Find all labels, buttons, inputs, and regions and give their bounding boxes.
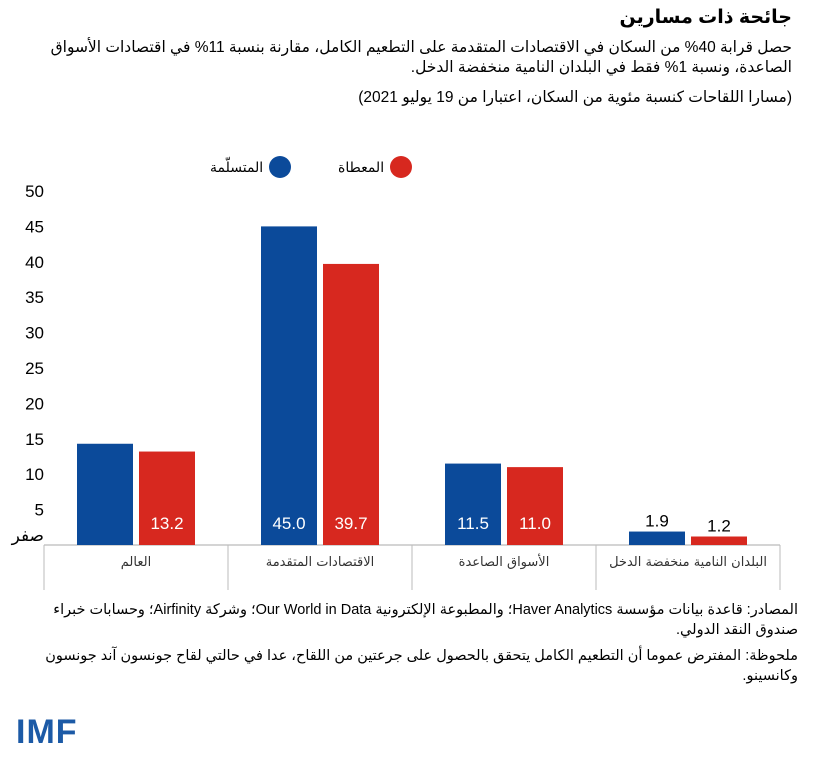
bar-value-label: 11.5 — [457, 514, 489, 533]
y-tick-label: 10 — [25, 465, 44, 484]
x-category-label: العالم — [121, 555, 151, 570]
bar-administered — [507, 467, 563, 545]
bar-value-label: 45.0 — [272, 514, 305, 533]
y-tick-label: 40 — [25, 253, 44, 272]
x-category-label: البلدان النامية منخفضة الدخل — [609, 555, 767, 570]
sources-note: المصادر: قاعدة بيانات مؤسسة Haver Analyt… — [53, 602, 798, 638]
y-tick-label: 15 — [25, 430, 44, 449]
bar-value-label: 39.7 — [334, 514, 367, 533]
legend-label-received: المتسلّمة — [210, 158, 264, 175]
bar-administered — [139, 451, 195, 545]
bar-value-label: 11.0 — [519, 514, 551, 533]
bar-received — [445, 463, 501, 545]
y-tick-label: 25 — [25, 359, 44, 378]
legend-item-administered: المعطاة — [338, 156, 413, 178]
legend-item-received: المتسلّمة — [210, 156, 292, 178]
y-tick-label: 50 — [25, 182, 44, 201]
y-tick-label: 45 — [25, 217, 44, 236]
x-category-label: الاقتصادات المتقدمة — [266, 555, 375, 570]
y-tick-label: 5 — [35, 501, 44, 520]
footnote: ملحوظة: المفترض عموما أن التطعيم الكامل … — [45, 648, 798, 684]
bar-value-label: 1.2 — [707, 517, 731, 536]
bar-received — [629, 531, 685, 545]
chart-subnote: (مسارا اللقاحات كنسبة مئوية من السكان، ا… — [358, 89, 792, 106]
bar-value-label: 13.2 — [150, 514, 183, 533]
bar-administered — [323, 263, 379, 545]
bar-administered — [691, 536, 747, 545]
bar-value-label: 1.9 — [645, 512, 669, 531]
imf-logo: IMF — [16, 713, 78, 751]
chart-subtitle: حصل قرابة 40% من السكان في الاقتصادات ال… — [50, 39, 792, 76]
bar-received — [261, 226, 317, 545]
y-tick-label: صفر — [11, 526, 44, 546]
y-tick-label: 35 — [25, 288, 44, 307]
legend-swatch-administered — [390, 156, 413, 178]
x-category-label: الأسواق الصاعدة — [459, 553, 550, 570]
legend-swatch-received — [269, 156, 292, 178]
legend-label-administered: المعطاة — [338, 158, 385, 175]
bar-chart: 50 45 40 35 30 25 20 15 10 5 صفر 13.2 العالم 45.0 39.7… — [11, 182, 781, 590]
y-tick-label: 20 — [25, 394, 44, 413]
y-tick-label: 30 — [25, 324, 44, 343]
bar-received — [77, 443, 133, 545]
chart-title: جائحة ذات مسارين — [619, 7, 793, 28]
